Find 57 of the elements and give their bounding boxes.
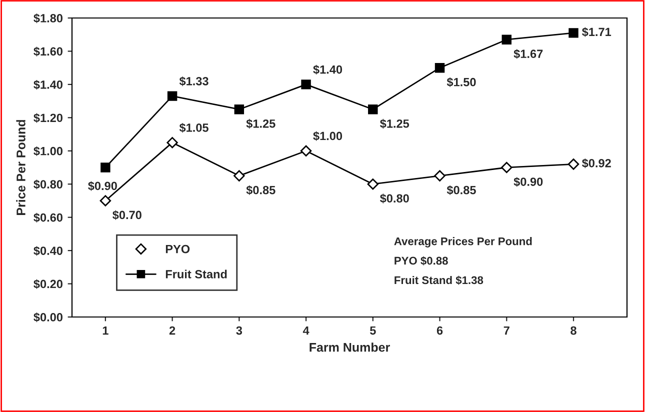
point <box>100 162 110 172</box>
annotation: Average Prices Per Pound <box>394 237 532 248</box>
point <box>234 170 245 182</box>
annotation: Fruit Stand $1.38 <box>394 276 484 285</box>
x-tick-label: 1 <box>102 326 108 335</box>
y-tick-label: $0.80 <box>34 180 62 190</box>
data-label: $1.33 <box>179 76 208 86</box>
y-tick-label: $0.60 <box>34 212 62 222</box>
point <box>568 28 578 38</box>
data-label: $1.05 <box>179 122 208 133</box>
y-tick-label: $0.20 <box>34 279 62 289</box>
point <box>301 80 311 90</box>
data-label: $0.92 <box>582 158 611 168</box>
data-label: $0.85 <box>246 185 276 196</box>
y-tick-label: $1.80 <box>34 14 62 24</box>
data-label: $0.80 <box>380 194 409 204</box>
data-label: $1.67 <box>514 49 543 59</box>
point <box>166 136 178 148</box>
y-tick-label: $1.20 <box>34 113 62 123</box>
point <box>501 162 512 174</box>
data-label: $1.25 <box>380 118 410 129</box>
data-label: $1.25 <box>246 118 276 129</box>
data-label: $1.40 <box>313 64 342 74</box>
y-tick-label: $1.00 <box>34 146 62 156</box>
data-label: $1.71 <box>582 27 612 37</box>
y-tick-label: $1.40 <box>34 80 62 90</box>
point <box>167 91 178 101</box>
x-axis-title: Farm Number <box>310 342 390 352</box>
x-tick-label: 8 <box>570 326 576 335</box>
y-tick-label: $1.60 <box>34 46 62 56</box>
data-label: $1.00 <box>313 131 342 141</box>
x-tick-label: 6 <box>436 326 443 335</box>
data-label: $1.50 <box>446 77 476 88</box>
point <box>234 104 244 114</box>
point <box>367 178 379 190</box>
point <box>368 104 378 114</box>
data-label: $0.70 <box>112 210 142 220</box>
point <box>568 158 580 170</box>
x-tick-label: 4 <box>302 326 310 335</box>
point <box>434 62 445 73</box>
point <box>502 34 512 44</box>
x-tick-label: 7 <box>504 326 510 335</box>
y-tick-label: $0.00 <box>34 312 62 322</box>
point <box>434 170 446 182</box>
point <box>100 195 112 206</box>
x-tick-label: 2 <box>169 326 176 335</box>
data-label: $0.85 <box>446 185 476 196</box>
x-tick-label: 5 <box>370 326 376 335</box>
y-tick-label: $0.40 <box>34 246 62 256</box>
y-axis-title: Price Per Pound <box>16 120 26 215</box>
data-label: $0.90 <box>514 177 543 187</box>
legend-label: Fruit Stand <box>166 270 227 278</box>
x-tick-label: 3 <box>236 326 242 335</box>
annotation: PYO $0.88 <box>394 256 448 266</box>
point <box>300 145 312 156</box>
data-label: $0.90 <box>88 181 117 191</box>
legend-label: PYO <box>166 244 190 254</box>
